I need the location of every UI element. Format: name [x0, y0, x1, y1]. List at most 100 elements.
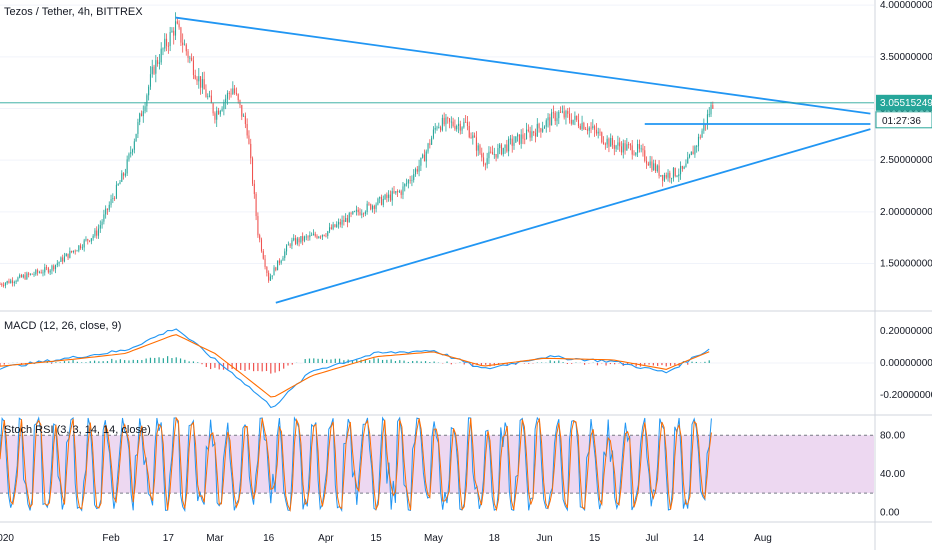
candle-body [431, 138, 432, 145]
candle-body [137, 122, 138, 134]
candle-body [370, 204, 371, 209]
candle-body [569, 114, 570, 120]
candle-body [657, 165, 658, 171]
candle-body [343, 220, 344, 222]
candle-body [19, 275, 20, 278]
candle-body [121, 173, 122, 182]
candle-body [55, 265, 56, 269]
candle-body [445, 118, 446, 125]
candle-body [392, 191, 393, 200]
candle-body [308, 237, 309, 238]
candle-body [564, 111, 565, 117]
candle-body [454, 126, 455, 129]
candle-body [107, 209, 108, 210]
macd-histogram-bar [696, 362, 697, 363]
time-axis-label: 18 [489, 533, 501, 544]
candle-body [16, 281, 17, 282]
macd-histogram-bar [206, 363, 207, 367]
candle-body [605, 144, 606, 145]
candle-body [386, 195, 387, 198]
candle-body [35, 270, 36, 274]
time-axis-label: Apr [318, 533, 334, 544]
macd-histogram-bar [111, 359, 112, 363]
candle-body [696, 146, 697, 147]
macd-histogram-bar [485, 363, 486, 365]
candle-body [21, 275, 22, 277]
candle-body [644, 150, 645, 161]
macd-histogram-bar [709, 360, 710, 363]
macd-histogram-bar [167, 356, 168, 363]
macd-tick-label: -0.20000000 [880, 390, 932, 401]
candle-body [623, 143, 624, 152]
macd-histogram-bar [657, 363, 658, 366]
candle-body [499, 145, 500, 148]
candle-body [103, 214, 104, 221]
candle-body [621, 146, 622, 152]
macd-histogram-bar [51, 363, 52, 364]
candle-body [565, 111, 566, 117]
candle-body [639, 144, 640, 149]
candle-body [73, 251, 74, 252]
candle-body [365, 212, 366, 214]
macd-histogram-bar [141, 360, 142, 363]
candle-body [433, 130, 434, 138]
macd-histogram-bar [193, 361, 194, 363]
candle-body [50, 271, 51, 273]
candle-body [250, 144, 251, 158]
macd-histogram-bar [150, 358, 151, 363]
candle-body [573, 120, 574, 124]
price-tick-label: 1.50000000 [880, 259, 932, 270]
candle-body [666, 175, 667, 178]
candle-body [576, 116, 577, 120]
candle-body [590, 128, 591, 129]
candle-body [39, 272, 40, 273]
candle-body [297, 238, 298, 243]
macd-histogram-bar [128, 360, 129, 363]
macd-histogram-bar [326, 360, 327, 363]
candle-body [702, 131, 703, 138]
candle-body [281, 261, 282, 263]
macd-histogram-bar [210, 363, 211, 369]
candle-body [522, 134, 523, 138]
candle-body [635, 153, 636, 155]
candle-body [530, 131, 531, 138]
candle-body [673, 168, 674, 178]
macd-histogram-bar [283, 363, 284, 369]
candle-body [193, 60, 194, 75]
candle-body [300, 236, 301, 242]
candle-body [462, 127, 463, 130]
macd-histogram-bar [369, 360, 370, 363]
candle-body [707, 114, 708, 124]
candle-body [515, 136, 516, 142]
candle-body [14, 282, 15, 283]
candle-body [338, 222, 339, 224]
candle-body [220, 111, 221, 114]
candle-body [650, 161, 651, 165]
candle-body [501, 145, 502, 155]
candle-body [528, 130, 529, 131]
candle-body [630, 144, 631, 145]
candle-body [320, 237, 321, 238]
candle-body [150, 74, 151, 86]
time-axis-label: 17 [163, 533, 175, 544]
candle-body [17, 278, 18, 282]
candle-body [393, 191, 394, 193]
candle-body [420, 158, 421, 166]
candle-body [653, 163, 654, 170]
macd-histogram-bar [451, 363, 452, 364]
macd-histogram-bar [146, 359, 147, 363]
candle-body [173, 31, 174, 36]
candle-body [411, 180, 412, 181]
candle-body [456, 126, 457, 129]
candle-body [444, 118, 445, 124]
candle-body [275, 267, 276, 270]
candle-body [700, 137, 701, 138]
candle-body [419, 166, 420, 172]
candle-body [89, 241, 90, 242]
candle-body [304, 237, 305, 241]
candle-body [277, 260, 278, 270]
candle-body [109, 205, 110, 210]
candle-body [315, 234, 316, 236]
candle-body [161, 49, 162, 63]
candle-body [318, 237, 319, 238]
